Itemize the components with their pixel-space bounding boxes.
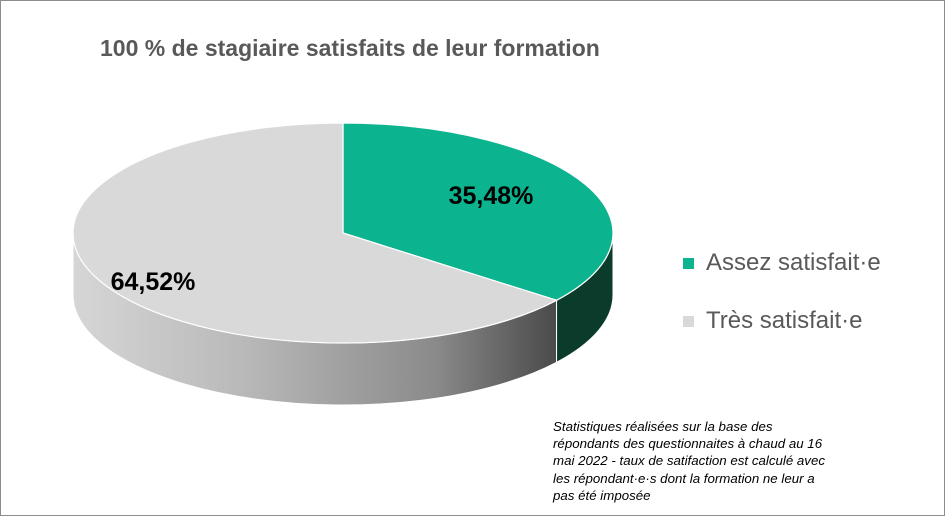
footnote-line: répondants des questionnaites à chaud au… [553, 436, 823, 452]
data-label-assez: 35,48% [449, 182, 534, 210]
chart-legend: Assez satisfait·e Très satisfait·e [683, 247, 881, 363]
pie-slice-assez [342, 122, 614, 301]
footnote-line: Statistiques réalisées sur la base des [553, 419, 773, 434]
legend-label-tres: Très satisfait·e [706, 307, 863, 334]
legend-item-assez: Assez satisfait·e [683, 247, 881, 279]
footnote-line: mai 2022 - taux de satifaction est calcu… [553, 453, 825, 469]
legend-swatch-assez [683, 257, 694, 269]
footnote-line: pas été imposée [553, 487, 651, 503]
pie-slice-tres [72, 122, 559, 344]
legend-item-tres: Très satisfait·e [683, 305, 881, 337]
data-label-tres: 64,52% [111, 268, 196, 296]
legend-label-assez: Assez satisfait·e [706, 249, 881, 276]
legend-swatch-tres [683, 315, 694, 327]
footnote-line: les répondant·e·s dont la formation ne l… [553, 470, 815, 486]
footnote: Statistiques réalisées sur la base des r… [553, 418, 933, 504]
chart-title: 100 % de stagiaire satisfaits de leur fo… [100, 35, 600, 61]
